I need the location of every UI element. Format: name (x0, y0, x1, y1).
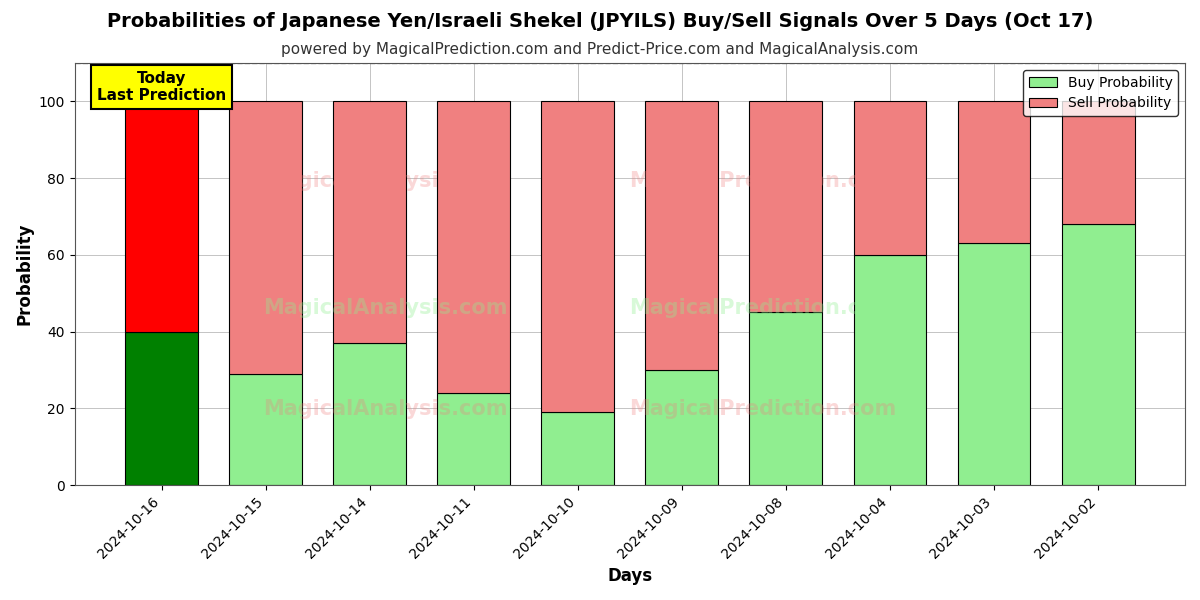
Bar (646, 101, 719, 370)
Bar (125, 101, 198, 332)
Bar (229, 101, 302, 374)
Bar (750, 313, 822, 485)
Bar (646, 370, 719, 485)
Bar (334, 101, 406, 343)
Bar (437, 101, 510, 393)
X-axis label: Days: Days (607, 567, 653, 585)
Text: MagicalPrediction.com: MagicalPrediction.com (630, 298, 896, 318)
Bar (541, 412, 614, 485)
Text: powered by MagicalPrediction.com and Predict-Price.com and MagicalAnalysis.com: powered by MagicalPrediction.com and Pre… (281, 42, 919, 57)
Bar (437, 393, 510, 485)
Text: MagicalPrediction.com: MagicalPrediction.com (630, 171, 896, 191)
Bar (334, 343, 406, 485)
Bar (853, 255, 926, 485)
Bar (125, 332, 198, 485)
Text: Today
Last Prediction: Today Last Prediction (97, 71, 226, 103)
Bar (853, 101, 926, 255)
Bar (1062, 101, 1134, 224)
Text: MagicalAnalysis.com: MagicalAnalysis.com (263, 298, 508, 318)
Bar (541, 101, 614, 412)
Text: MagicalAnalysis.com: MagicalAnalysis.com (263, 399, 508, 419)
Bar (750, 101, 822, 313)
Bar (229, 374, 302, 485)
Text: MagicalAnalysis.com: MagicalAnalysis.com (263, 171, 508, 191)
Legend: Buy Probability, Sell Probability: Buy Probability, Sell Probability (1024, 70, 1178, 116)
Bar (958, 101, 1031, 244)
Y-axis label: Probability: Probability (16, 223, 34, 325)
Text: MagicalPrediction.com: MagicalPrediction.com (630, 399, 896, 419)
Text: Probabilities of Japanese Yen/Israeli Shekel (JPYILS) Buy/Sell Signals Over 5 Da: Probabilities of Japanese Yen/Israeli Sh… (107, 12, 1093, 31)
Bar (958, 244, 1031, 485)
Bar (1062, 224, 1134, 485)
